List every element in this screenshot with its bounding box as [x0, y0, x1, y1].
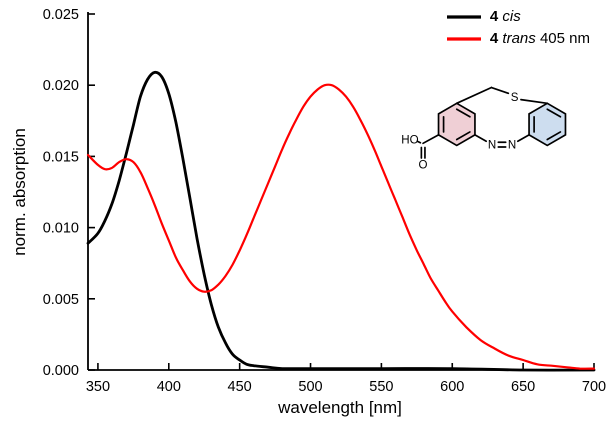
legend-line-trans-icon	[446, 36, 481, 41]
sulfur-atom-label: S	[511, 92, 519, 104]
svg-text:0.005: 0.005	[43, 292, 79, 308]
right-benzene-ring	[528, 102, 567, 147]
oxygen-atom-label: O	[419, 160, 428, 172]
y-axis-label: norm. absorption	[10, 128, 29, 256]
legend-item-cis: 4 cis	[446, 8, 590, 25]
svg-text:0.010: 0.010	[43, 221, 79, 237]
legend: 4 cis 4 trans 405 nm	[446, 8, 590, 47]
svg-text:600: 600	[440, 379, 464, 395]
nitrogen-atom-label: N	[488, 140, 496, 152]
svg-text:400: 400	[157, 379, 181, 395]
svg-text:350: 350	[86, 379, 110, 395]
molecule-structure: S N N HO O	[402, 86, 567, 172]
svg-text:0.020: 0.020	[43, 78, 79, 94]
svg-text:0.015: 0.015	[43, 149, 79, 165]
svg-text:500: 500	[298, 379, 322, 395]
svg-text:450: 450	[228, 379, 252, 395]
legend-label-trans: 4 trans 405 nm	[489, 30, 590, 47]
svg-text:0.025: 0.025	[43, 7, 79, 23]
hydroxyl-group-label: HO	[402, 134, 419, 146]
svg-text:0.000: 0.000	[43, 363, 79, 379]
nitrogen-atom-label: N	[508, 140, 516, 152]
legend-label-cis: 4 cis	[489, 8, 521, 25]
x-axis-label: wavelength [nm]	[278, 398, 402, 417]
svg-text:550: 550	[369, 379, 393, 395]
left-benzene-ring	[437, 102, 476, 147]
legend-item-trans: 4 trans 405 nm	[446, 30, 590, 47]
legend-line-cis-icon	[446, 14, 481, 19]
svg-text:700: 700	[582, 379, 606, 395]
svg-text:650: 650	[511, 379, 535, 395]
